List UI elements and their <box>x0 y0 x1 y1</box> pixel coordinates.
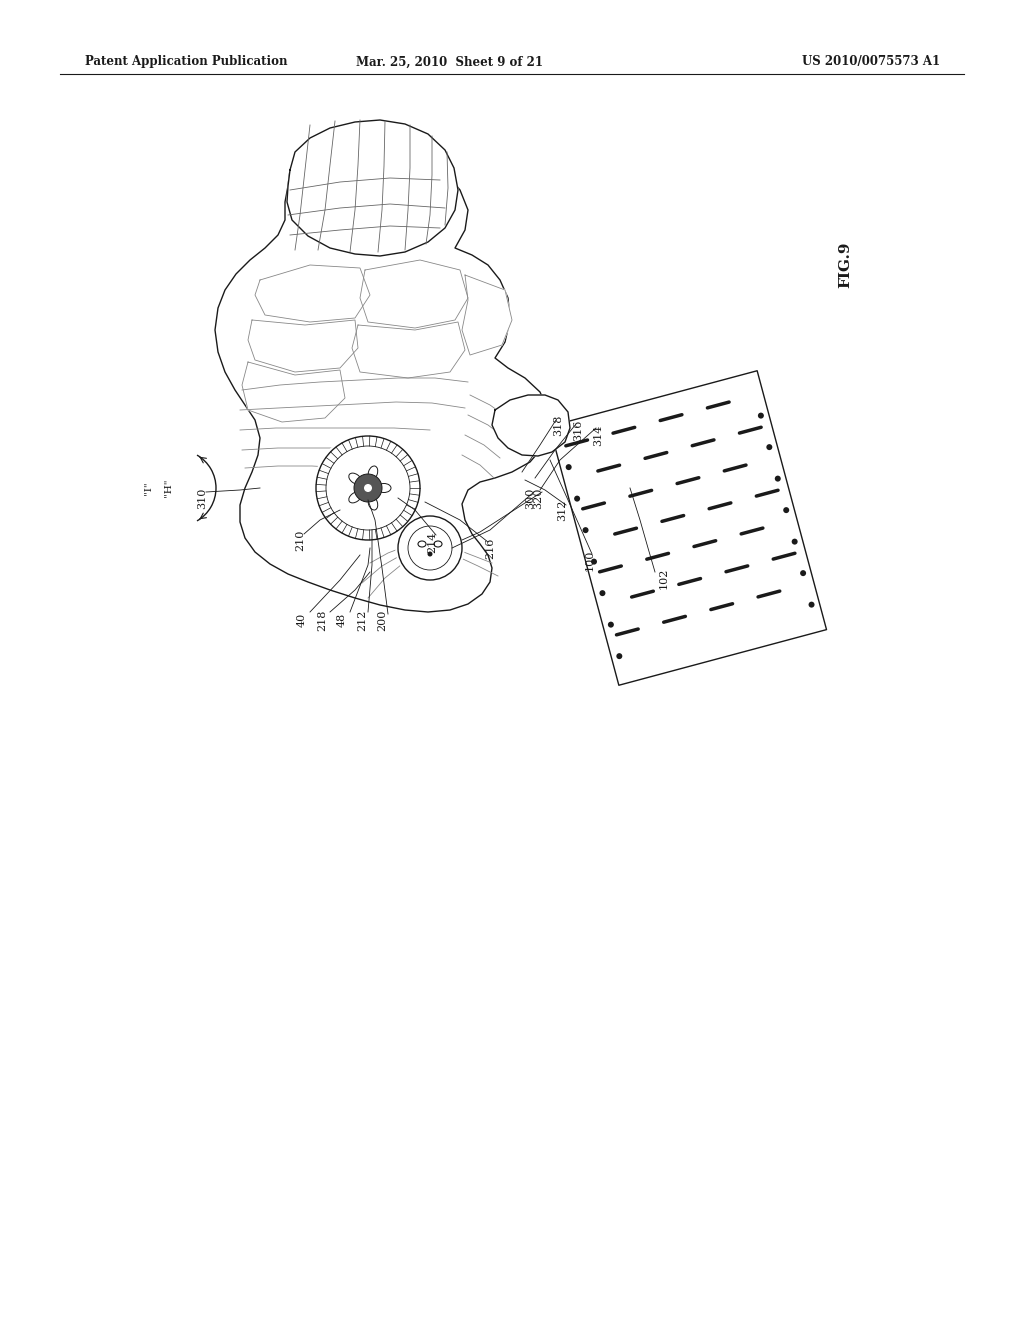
Circle shape <box>783 507 790 513</box>
Circle shape <box>574 495 581 502</box>
Text: 314: 314 <box>593 424 603 446</box>
FancyArrowPatch shape <box>647 553 669 560</box>
Circle shape <box>364 484 372 492</box>
Text: 320: 320 <box>534 487 543 508</box>
Text: 100: 100 <box>585 549 595 570</box>
Text: 316: 316 <box>573 420 583 441</box>
Circle shape <box>354 474 382 502</box>
FancyArrowPatch shape <box>677 478 698 483</box>
FancyArrowPatch shape <box>679 578 700 585</box>
FancyArrowPatch shape <box>726 566 748 572</box>
FancyArrowPatch shape <box>773 553 795 560</box>
Circle shape <box>326 446 410 531</box>
FancyArrowPatch shape <box>758 591 779 597</box>
Circle shape <box>792 539 798 545</box>
FancyArrowPatch shape <box>724 465 745 471</box>
Text: 312: 312 <box>557 499 567 520</box>
Circle shape <box>800 570 806 576</box>
Circle shape <box>758 413 764 418</box>
FancyArrowPatch shape <box>664 616 685 622</box>
Text: FIG.9: FIG.9 <box>838 242 852 288</box>
Circle shape <box>408 525 452 570</box>
Polygon shape <box>255 265 370 322</box>
FancyArrowPatch shape <box>645 453 667 458</box>
Circle shape <box>775 475 780 482</box>
FancyArrowPatch shape <box>739 428 761 433</box>
Circle shape <box>396 513 464 582</box>
Text: 102: 102 <box>659 568 669 589</box>
FancyArrowPatch shape <box>598 465 620 471</box>
Text: 40: 40 <box>297 612 307 627</box>
Text: 212: 212 <box>357 610 367 631</box>
Circle shape <box>608 622 613 627</box>
Polygon shape <box>492 395 570 455</box>
Text: 214: 214 <box>427 532 437 553</box>
Text: 218: 218 <box>317 610 327 631</box>
Circle shape <box>398 516 462 579</box>
Circle shape <box>766 444 772 450</box>
Text: Patent Application Publication: Patent Application Publication <box>85 55 288 69</box>
FancyArrowPatch shape <box>694 541 716 546</box>
FancyArrowPatch shape <box>711 603 732 610</box>
Polygon shape <box>248 319 358 372</box>
FancyArrowPatch shape <box>614 528 637 535</box>
Circle shape <box>599 590 605 597</box>
FancyArrowPatch shape <box>630 490 651 496</box>
FancyArrowPatch shape <box>616 630 638 635</box>
FancyArrowPatch shape <box>566 440 588 446</box>
FancyArrowPatch shape <box>583 503 604 508</box>
Text: US 2010/0075573 A1: US 2010/0075573 A1 <box>802 55 940 69</box>
FancyArrowPatch shape <box>600 566 622 572</box>
FancyArrowPatch shape <box>708 403 729 408</box>
FancyArrowPatch shape <box>632 591 653 597</box>
Circle shape <box>427 552 432 557</box>
Text: "H": "H" <box>164 479 172 498</box>
Polygon shape <box>215 148 548 612</box>
Text: "I": "I" <box>143 482 153 495</box>
FancyArrowPatch shape <box>757 490 778 496</box>
Polygon shape <box>287 120 458 256</box>
FancyArrowPatch shape <box>613 428 635 433</box>
Text: 216: 216 <box>485 537 495 558</box>
FancyArrowPatch shape <box>741 528 763 533</box>
Circle shape <box>314 434 422 543</box>
Circle shape <box>616 653 623 659</box>
FancyArrowPatch shape <box>662 516 684 521</box>
Circle shape <box>583 527 589 533</box>
FancyArrowPatch shape <box>710 503 731 508</box>
Text: 318: 318 <box>553 414 563 436</box>
Polygon shape <box>352 322 465 378</box>
Text: 200: 200 <box>377 610 387 631</box>
Circle shape <box>565 465 571 470</box>
Polygon shape <box>242 362 345 422</box>
Text: 48: 48 <box>337 612 347 627</box>
Circle shape <box>809 602 814 607</box>
Text: 210: 210 <box>295 529 305 550</box>
Polygon shape <box>360 260 468 327</box>
Circle shape <box>591 558 597 565</box>
Text: 300: 300 <box>525 487 535 508</box>
Polygon shape <box>462 275 512 355</box>
FancyArrowPatch shape <box>660 414 682 421</box>
Polygon shape <box>550 371 826 685</box>
FancyArrowPatch shape <box>692 440 714 446</box>
Text: 310: 310 <box>197 487 207 508</box>
Text: Mar. 25, 2010  Sheet 9 of 21: Mar. 25, 2010 Sheet 9 of 21 <box>356 55 544 69</box>
